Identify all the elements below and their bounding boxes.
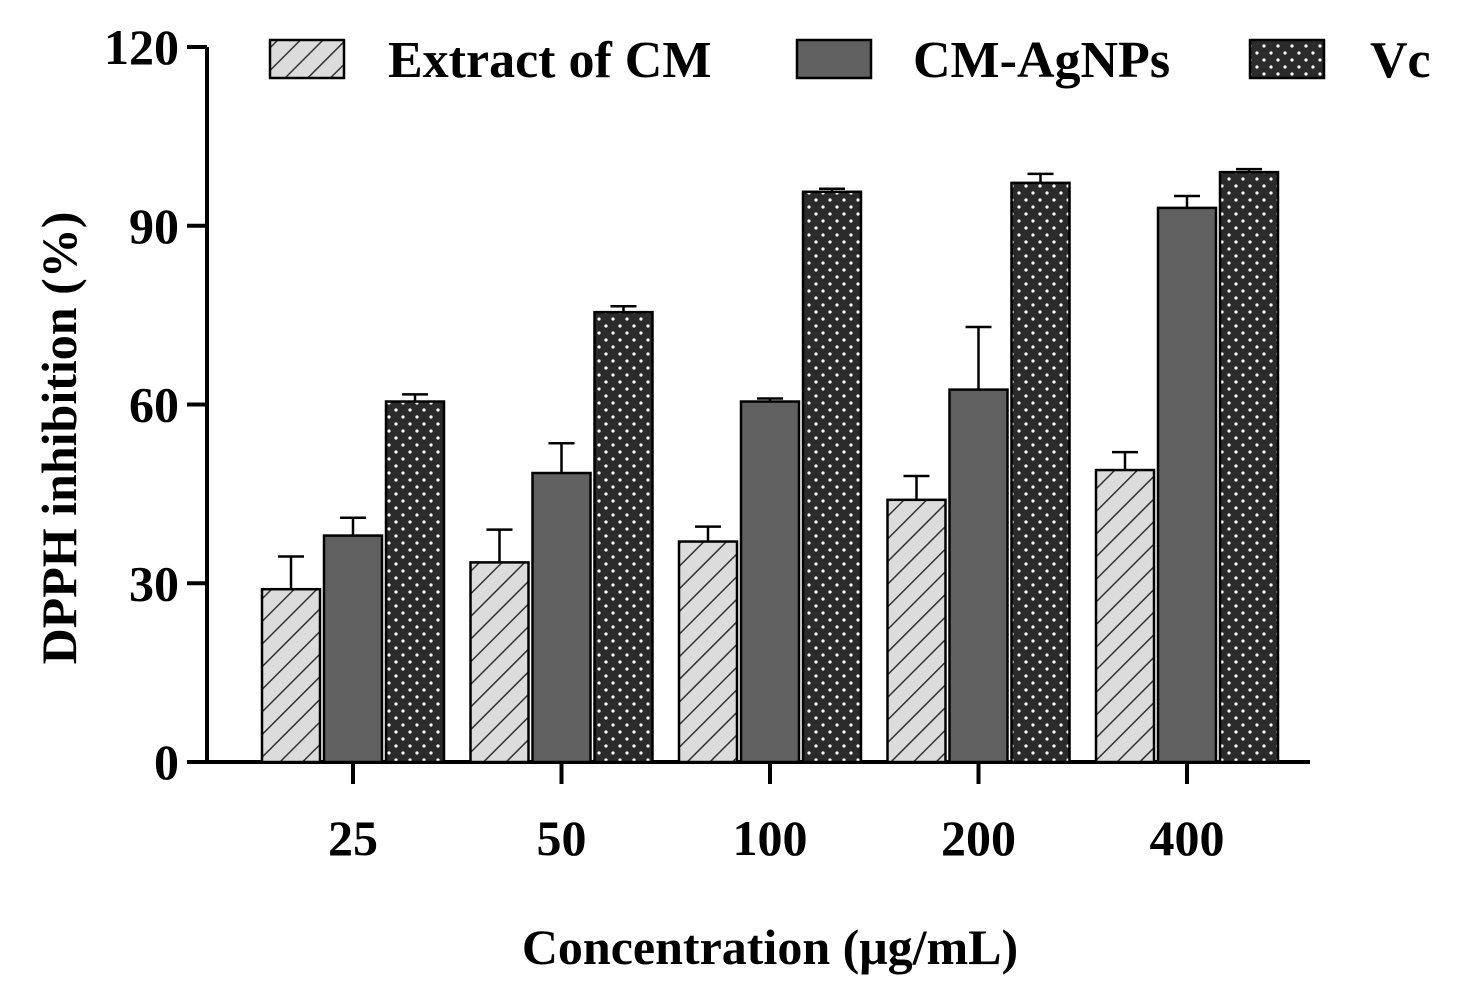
legend-swatch-extract-of-cm xyxy=(268,38,346,80)
x-tick-label: 200 xyxy=(941,810,1016,866)
y-axis: 0 30 60 90 120 xyxy=(104,19,209,790)
bar-vc xyxy=(384,400,446,764)
y-tick-label: 120 xyxy=(104,19,179,75)
bar-extract-of-cm xyxy=(260,587,322,764)
x-axis-label: Concentration (μg/mL) xyxy=(522,919,1018,975)
y-axis-label: DPPH inhibition (%) xyxy=(31,212,87,665)
bar-cm-agnps xyxy=(739,400,801,764)
bar-cm-agnps xyxy=(531,471,592,764)
legend-label: CM-AgNPs xyxy=(913,32,1170,89)
x-tick-label: 400 xyxy=(1150,810,1225,866)
bar-vc xyxy=(593,310,654,764)
bar-vc xyxy=(1218,170,1280,764)
legend-label: Extract of CM xyxy=(388,32,711,89)
bar-extract-of-cm xyxy=(1094,468,1156,764)
x-tick-label: 25 xyxy=(328,810,378,866)
bar-vc xyxy=(1010,181,1071,764)
bar-cm-agnps xyxy=(948,388,1009,764)
bar-extract-of-cm xyxy=(886,498,947,764)
y-tick-label: 60 xyxy=(129,377,179,433)
y-tick-label: 0 xyxy=(154,734,179,790)
bar-vc xyxy=(801,190,863,764)
x-axis: 25 50 100 200 400 xyxy=(205,760,1310,866)
bar-cm-agnps xyxy=(1156,206,1218,764)
legend-swatch-vc xyxy=(1248,38,1326,80)
y-tick-label: 90 xyxy=(129,198,179,254)
x-tick-label: 50 xyxy=(537,810,587,866)
bar-extract-of-cm xyxy=(677,540,739,764)
legend: Extract of CM CM-AgNPs Vc xyxy=(268,32,1431,89)
error-bars xyxy=(278,167,1262,590)
legend-swatch-cm-agnps xyxy=(795,38,873,80)
x-tick-label: 100 xyxy=(733,810,808,866)
y-tick-label: 30 xyxy=(129,555,179,611)
bar-extract-of-cm xyxy=(469,561,530,764)
legend-label: Vc xyxy=(1370,32,1431,89)
bars xyxy=(260,170,1280,764)
bar-cm-agnps xyxy=(322,534,384,764)
